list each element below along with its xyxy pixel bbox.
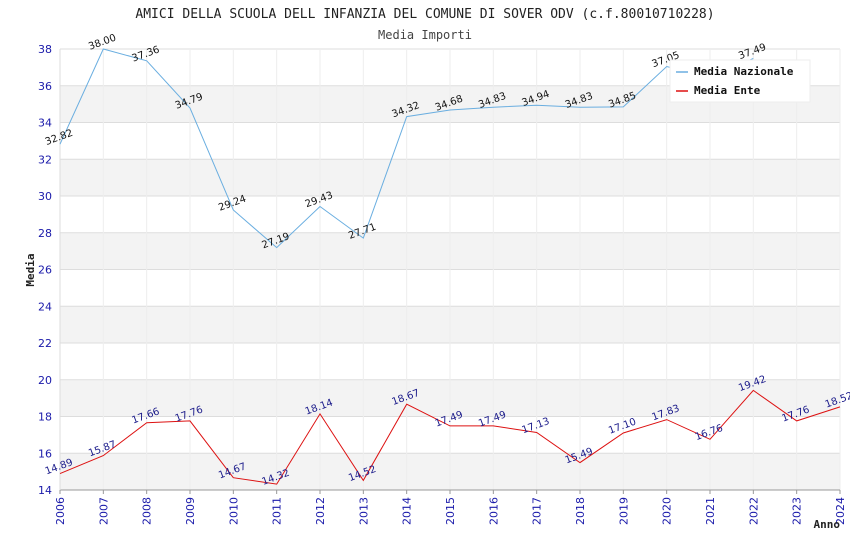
y-tick-label: 18 [38, 411, 52, 424]
x-tick-label: 2020 [661, 497, 674, 525]
legend-background [669, 59, 811, 103]
x-tick-label: 2010 [227, 497, 240, 525]
y-tick-label: 30 [38, 190, 52, 203]
y-tick-label: 26 [38, 264, 52, 277]
y-tick-label: 16 [38, 447, 52, 460]
x-tick-label: 2022 [747, 497, 760, 525]
y-tick-label: 24 [38, 300, 52, 313]
y-tick-label: 28 [38, 227, 52, 240]
chart-subtitle: Media Importi [378, 28, 472, 42]
x-tick-label: 2008 [141, 497, 154, 525]
y-tick-label: 20 [38, 374, 52, 387]
x-tick-label: 2009 [184, 497, 197, 525]
x-tick-label: 2018 [574, 497, 587, 525]
y-tick-label: 34 [38, 117, 52, 130]
y-tick-label: 22 [38, 337, 52, 350]
x-tick-label: 2021 [704, 497, 717, 525]
legend-label-media-nazionale: Media Nazionale [694, 65, 794, 78]
x-tick-label: 2013 [357, 497, 370, 525]
y-tick-labels: 14 16 18 20 22 24 26 28 30 32 34 36 38 [38, 43, 52, 497]
x-tick-label: 2019 [617, 497, 630, 525]
x-tick-label: 2012 [314, 497, 327, 525]
chart-title: AMICI DELLA SCUOLA DELL INFANZIA DEL COM… [135, 7, 714, 22]
x-tick-label: 2007 [97, 497, 110, 525]
y-axis-label: Media [24, 253, 37, 286]
legend-label-media-ente: Media Ente [694, 84, 761, 97]
y-tick-label: 36 [38, 80, 52, 93]
x-tick-label: 2015 [444, 497, 457, 525]
x-tick-label: 2006 [54, 497, 67, 525]
y-tick-label: 38 [38, 43, 52, 56]
y-tick-label: 32 [38, 153, 52, 166]
grid-lines [59, 48, 841, 491]
series-line-media-ente [59, 389, 841, 485]
x-tick-label: 2014 [401, 497, 414, 525]
series-lines [59, 48, 841, 485]
x-tick-label: 2023 [791, 497, 804, 525]
x-tick-label: 2016 [487, 497, 500, 525]
legend: Media Nazionale Media Ente [669, 59, 811, 103]
series-line-media-nazionale [59, 48, 754, 249]
x-tick-label: 2017 [531, 497, 544, 525]
x-tick-label: 2011 [271, 497, 284, 525]
x-axis-label: Anno [814, 518, 841, 531]
y-tick-label: 14 [38, 484, 52, 497]
x-tick-labels: 2006 2007 2008 2009 2010 2011 2012 2013 2014 2015… [54, 490, 847, 525]
x-tick-label: 2024 [834, 497, 847, 525]
